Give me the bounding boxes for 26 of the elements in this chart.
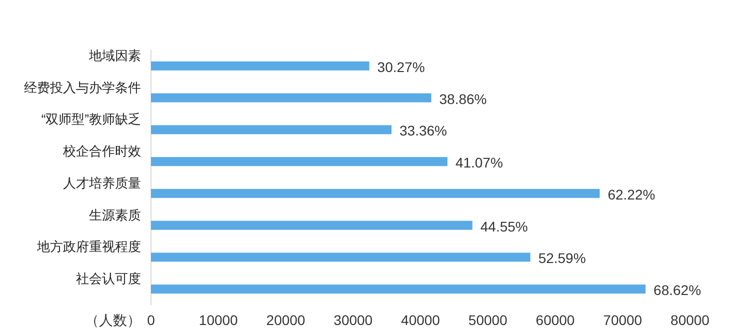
y-tick-label: 经费投入与办学条件 [24, 80, 141, 95]
x-tick-label: 10000 [198, 312, 238, 328]
annotation: 52.59% [538, 250, 586, 266]
y-tick-label: 人才培养质量 [63, 175, 141, 190]
y-tick-label: 生源素质 [89, 207, 141, 222]
annotation: 68.62% [654, 282, 702, 298]
x-tick-label: 70000 [603, 312, 642, 328]
x-tick-label: 50000 [468, 312, 508, 328]
x-tick-label: 40000 [401, 312, 440, 328]
x-axis-title: （人数） [85, 312, 141, 328]
y-tick-label: 地域因素 [88, 48, 141, 63]
annotation: 38.86% [439, 90, 487, 107]
x-tick-label: 30000 [334, 312, 373, 328]
y-tick-label: 校企合作时效 [62, 144, 141, 159]
y-tick-label: “双师型”教师缺乏 [41, 112, 141, 127]
annotation: 41.07% [455, 154, 503, 171]
y-tick-label: 地方政府重视程度 [36, 239, 141, 254]
x-tick-label: 0 [147, 312, 156, 328]
annotation: 44.55% [480, 218, 528, 234]
y-tick-label: 社会认可度 [76, 271, 141, 286]
x-tick-label: 60000 [536, 312, 575, 328]
annotation: 33.36% [400, 122, 448, 139]
x-tick-label: 20000 [266, 312, 306, 328]
annotation: 30.27% [377, 58, 425, 75]
annotation: 62.22% [608, 186, 656, 202]
x-tick-label: 80000 [670, 312, 710, 328]
